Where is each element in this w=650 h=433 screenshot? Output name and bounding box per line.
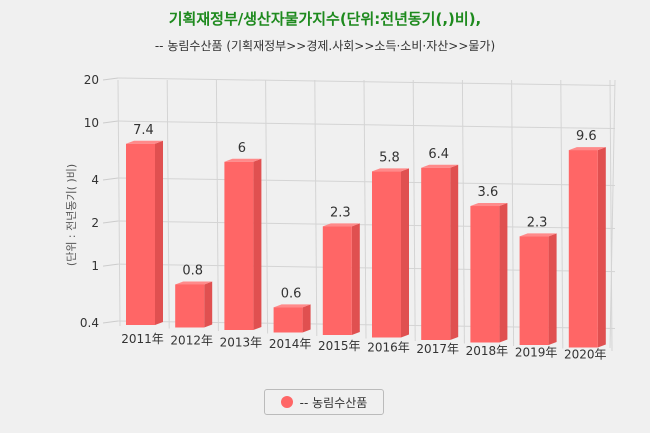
gridline-vertical	[609, 79, 613, 352]
bar-front	[519, 236, 549, 345]
x-tick-label: 2017年	[416, 342, 459, 356]
data-label: 3.6	[478, 185, 499, 200]
gridline-vertical	[609, 79, 616, 349]
bar-side	[548, 233, 557, 345]
data-label: 9.6	[576, 129, 597, 144]
gridline-vertical	[314, 79, 318, 337]
bar	[224, 158, 262, 330]
gridline-tick	[102, 220, 119, 224]
bar-side	[253, 158, 262, 330]
bar	[470, 203, 508, 343]
gridline-vertical	[363, 79, 367, 339]
x-tick-label: 2016年	[367, 341, 410, 355]
bar-side	[155, 140, 163, 325]
bar-side	[450, 164, 459, 340]
gridline-tick	[102, 77, 119, 81]
gridline-tick	[102, 320, 119, 324]
y-tick-label: 1	[91, 259, 99, 273]
data-label: 0.6	[281, 286, 302, 301]
data-label: 5.8	[379, 150, 400, 165]
data-label: 2.3	[330, 205, 351, 220]
x-tick-label: 2018年	[466, 344, 509, 358]
bar-top	[568, 147, 606, 151]
y-tick-label: 4	[91, 173, 99, 187]
bar-top	[421, 164, 459, 168]
gridline-vertical	[560, 79, 564, 349]
bar	[372, 168, 409, 338]
chart-subtitle: -- 농림수산품 (기획재정부>>경제.사회>>소득·소비·자산>>물가)	[154, 39, 496, 53]
bar	[568, 147, 606, 348]
bar	[421, 164, 459, 340]
bar-top	[273, 304, 311, 308]
gridline-vertical	[166, 79, 170, 329]
bar	[322, 223, 360, 335]
bar-side	[351, 223, 360, 335]
gridline-vertical	[117, 79, 121, 327]
y-tick-label: 0.4	[80, 316, 99, 330]
bar-side	[499, 203, 508, 343]
y-tick-label: 20	[84, 73, 99, 87]
bar-front	[568, 150, 598, 348]
bar-top	[470, 203, 508, 207]
bar-front	[322, 226, 352, 335]
bar-top	[519, 233, 557, 237]
x-tick-label: 2020年	[564, 347, 607, 361]
bar-front	[126, 143, 155, 325]
bar-front	[372, 171, 401, 338]
y-tick-label: 2	[91, 216, 99, 230]
bar-front	[175, 284, 205, 328]
gridline	[117, 220, 616, 230]
data-label: 0.8	[182, 263, 203, 278]
chart-title: 기획재정부/생산자물가지수(단위:전년동기(,)비),	[168, 10, 482, 28]
x-tick-label: 2012年	[170, 334, 213, 348]
bar-front	[224, 161, 254, 330]
gridline-vertical	[461, 79, 465, 344]
y-axis: 0.4 1 2 4 10 20	[80, 73, 99, 330]
gridline	[117, 120, 616, 130]
bar-top	[175, 281, 213, 285]
bar-top	[322, 223, 360, 227]
legend-label: -- 농림수산품	[299, 395, 368, 410]
x-tick-label: 2019年	[515, 346, 558, 360]
bar	[273, 304, 311, 333]
data-label: 7.4	[133, 123, 154, 138]
bar-front	[421, 167, 451, 340]
legend-marker-icon	[280, 396, 293, 408]
x-tick-label: 2014年	[269, 337, 312, 351]
bar	[519, 233, 557, 345]
bar-side	[401, 168, 409, 338]
y-tick-label: 10	[84, 116, 99, 130]
bar-top	[126, 140, 163, 144]
bar-front	[470, 206, 500, 343]
gridline-vertical	[265, 79, 269, 334]
gridline	[117, 177, 616, 186]
gridline	[117, 77, 616, 86]
bar-side	[204, 281, 213, 328]
bar-top	[372, 168, 409, 172]
gridline-tick	[102, 263, 119, 267]
data-label: 6.4	[428, 147, 449, 162]
bar	[175, 281, 213, 328]
gridline-vertical	[412, 79, 416, 342]
gridline-vertical	[215, 79, 219, 332]
bars: 7.4 0.8 6 0.6 2.3 5.8 6.4 3.6 2.3 9.6	[126, 123, 606, 348]
data-label: 6	[238, 141, 246, 156]
bar-front	[273, 307, 303, 333]
legend[interactable]: -- 농림수산품	[264, 389, 384, 415]
bar-side	[597, 147, 606, 348]
bar-top	[224, 158, 262, 162]
x-tick-label: 2011年	[121, 332, 164, 346]
y-axis-label: (단위 : 전년동기( )비)	[65, 164, 78, 266]
x-axis: 2011年 2012年 2013年 2014年 2015年 2016年 2017年 2018年…	[121, 332, 606, 361]
bar-side	[302, 304, 311, 333]
gridline-tick	[102, 120, 119, 124]
bar	[126, 140, 163, 325]
data-label: 2.3	[527, 215, 548, 230]
x-tick-label: 2015年	[318, 339, 361, 353]
gridline-vertical	[511, 79, 515, 347]
gridline-tick	[102, 177, 119, 181]
x-tick-label: 2013年	[220, 335, 263, 349]
